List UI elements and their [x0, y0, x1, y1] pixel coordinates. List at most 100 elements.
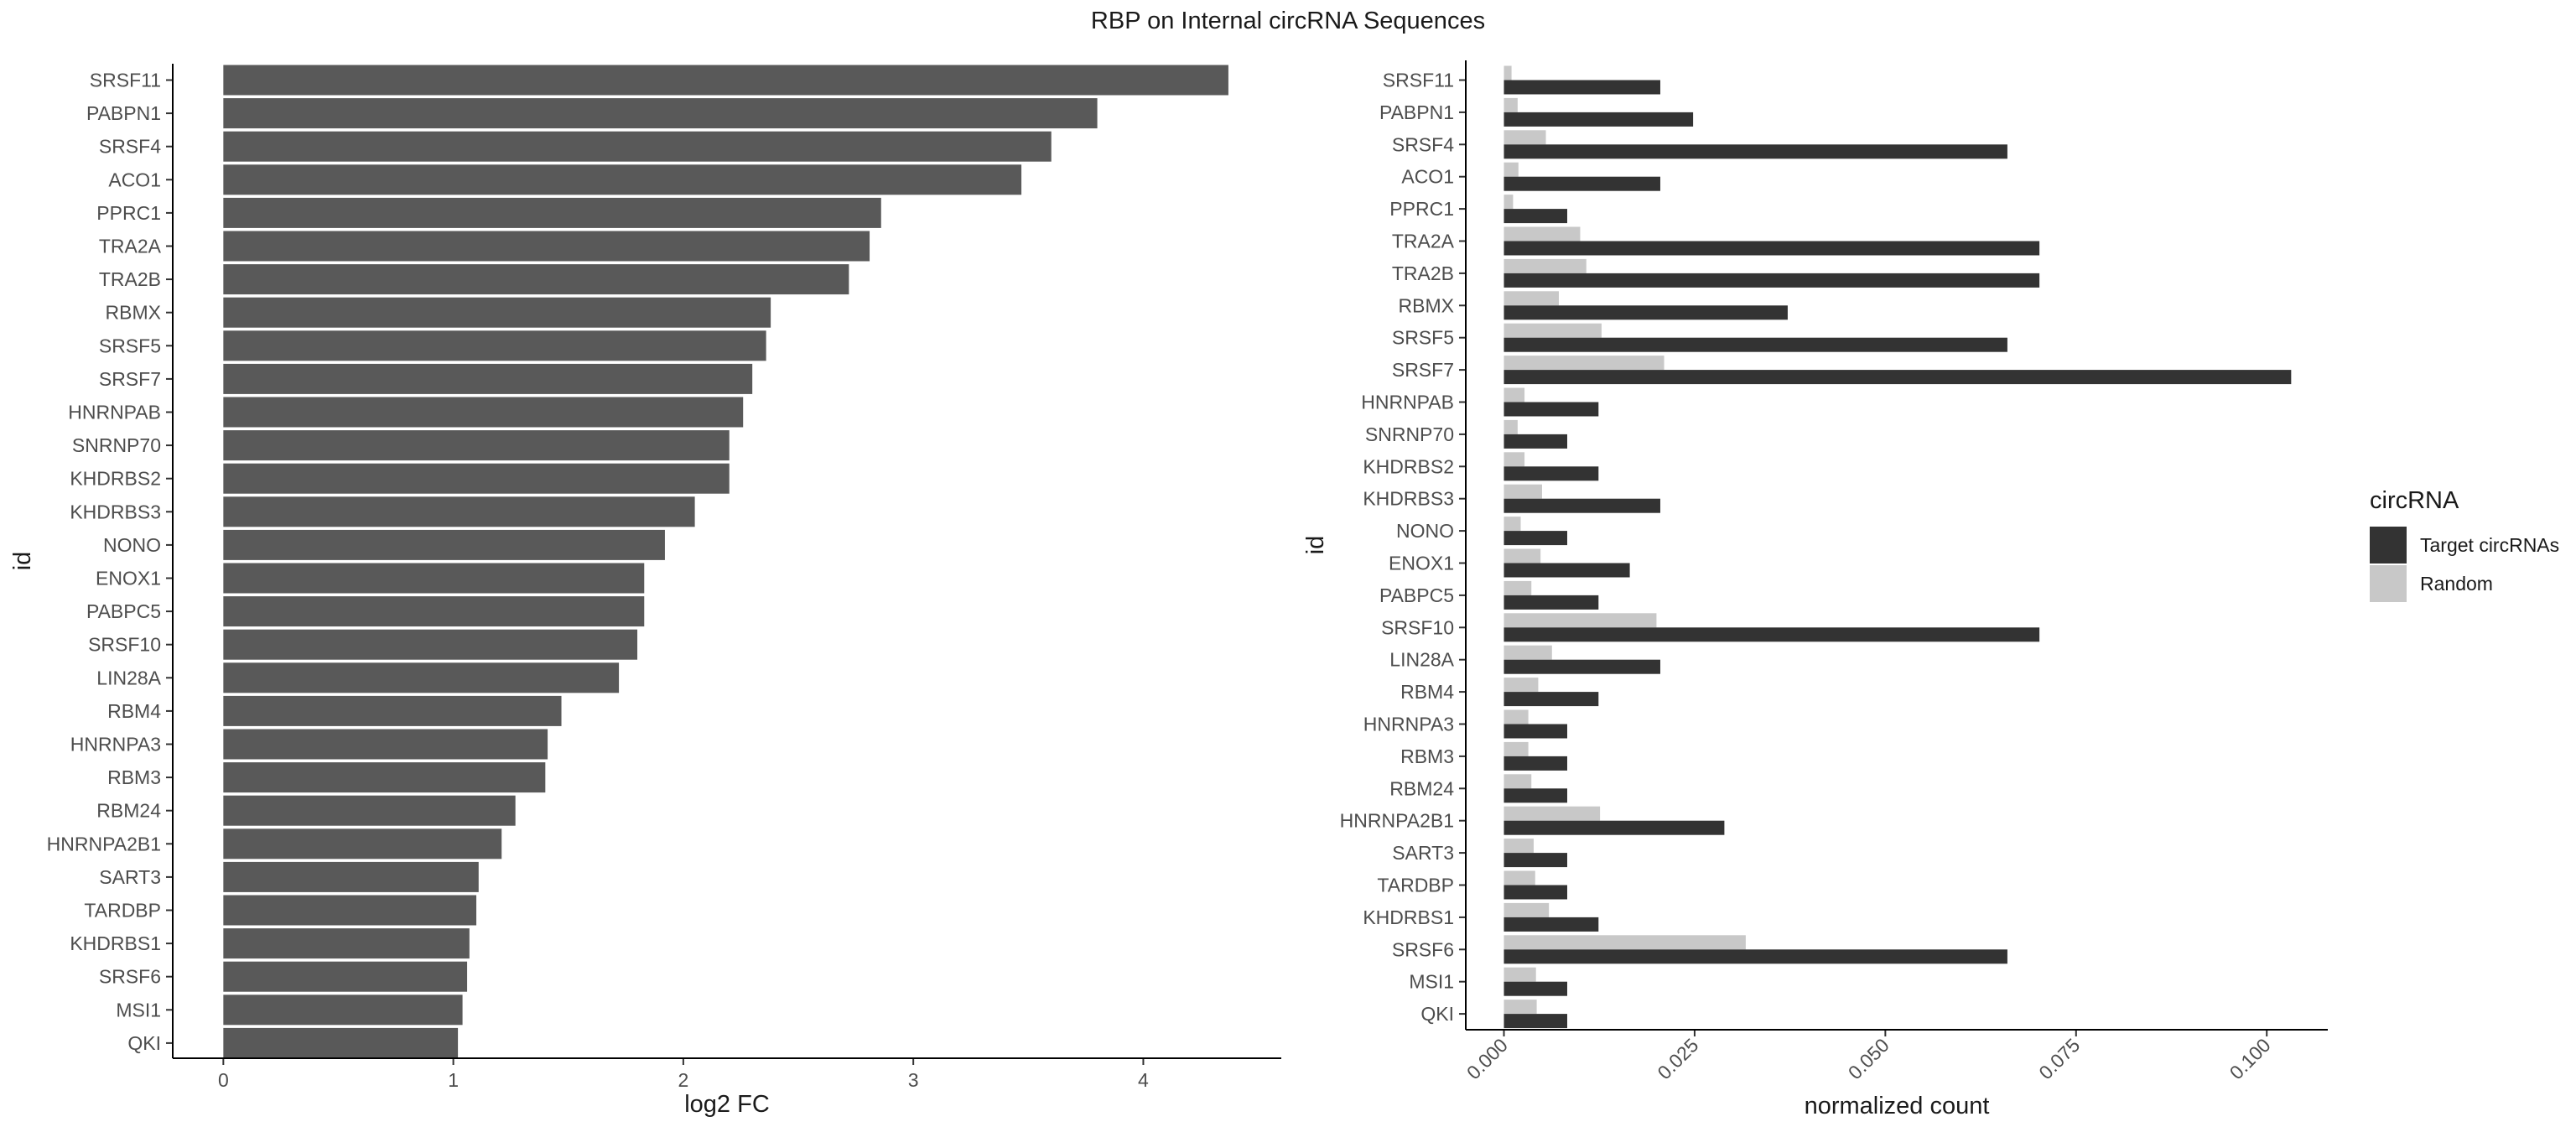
left-x-tick-label: 1: [448, 1069, 459, 1091]
bar-random-rbm24: [1504, 774, 1532, 789]
right-y-tick-label: SRSF11: [1383, 70, 1454, 91]
legend-swatch-target-circrnas: [2370, 527, 2407, 564]
bar-log2fc-hnrnpab: [223, 397, 744, 428]
legend-label: Random: [2420, 573, 2493, 595]
log2fc-bar-chart: SRSF11 PABPN1 SRSF4 ACO1 PPRC1 TRA2A TRA2B RBMX…: [9, 64, 1281, 1118]
bar-target-pprc1: [1504, 209, 1567, 224]
bar-target-nono: [1504, 531, 1567, 546]
bar-random-srsf5: [1504, 323, 1602, 338]
bar-log2fc-pabpc5: [223, 596, 645, 627]
left-x-tick-label: 4: [1138, 1069, 1149, 1091]
bar-log2fc-enox1: [223, 563, 645, 594]
right-y-axis-title: id: [1302, 536, 1329, 555]
bar-random-nono: [1504, 517, 1521, 532]
left-y-tick-label: TRA2B: [99, 268, 161, 290]
right-y-tick-label: PABPC5: [1379, 584, 1454, 606]
bar-target-snrnp70: [1504, 434, 1567, 449]
bar-target-hnrnpa3: [1504, 724, 1567, 739]
left-y-tick-label: SRSF5: [99, 335, 161, 356]
bar-random-pprc1: [1504, 195, 1514, 210]
right-x-tick-labels: 0.000 0.025 0.050 0.075 0.100: [1462, 1030, 2275, 1083]
bar-random-snrnp70: [1504, 419, 1518, 434]
left-x-tick-label: 2: [678, 1069, 688, 1091]
bar-log2fc-msi1: [223, 995, 463, 1026]
bar-random-srsf7: [1504, 356, 1665, 371]
legend-swatch-random: [2370, 565, 2407, 602]
left-y-tick-label: HNRNPA3: [70, 734, 161, 756]
bar-target-srsf6: [1504, 949, 2007, 964]
bar-target-rbm24: [1504, 788, 1567, 803]
right-y-tick-label: MSI1: [1409, 971, 1454, 993]
bar-target-tra2b: [1504, 273, 2040, 288]
left-y-tick-label: KHDRBS1: [70, 932, 161, 954]
bar-target-rbm3: [1504, 756, 1567, 771]
legend-items: Target circRNAs Random: [2370, 527, 2559, 602]
bar-log2fc-rbm3: [223, 762, 546, 793]
right-y-tick-label: SRSF6: [1392, 938, 1454, 960]
bar-target-khdrbs2: [1504, 466, 1599, 481]
left-y-tick-label: RBM24: [96, 800, 161, 822]
bar-log2fc-srsf6: [223, 961, 468, 992]
bar-random-qki: [1504, 1000, 1537, 1015]
bar-log2fc-khdrbs2: [223, 463, 730, 494]
right-y-tick-label: RBM3: [1400, 745, 1454, 767]
bar-log2fc-rbmx: [223, 297, 771, 328]
chart-title: RBP on Internal circRNA Sequences: [1091, 8, 1485, 34]
bar-log2fc-hnrnpa3: [223, 729, 548, 760]
bar-target-khdrbs1: [1504, 917, 1599, 932]
right-y-tick-label: NONO: [1396, 520, 1454, 542]
right-x-tick-label: 0.000: [1462, 1034, 1512, 1083]
left-y-tick-label: RBM4: [107, 700, 161, 722]
right-x-axis-title: normalized count: [1805, 1093, 1990, 1119]
bar-log2fc-aco1: [223, 164, 1022, 195]
legend-title: circRNA: [2370, 487, 2459, 514]
left-y-tick-label: KHDRBS3: [70, 501, 161, 522]
left-y-tick-label: MSI1: [116, 999, 161, 1021]
bar-random-khdrbs3: [1504, 484, 1542, 499]
right-y-tick-label: ACO1: [1401, 166, 1454, 188]
right-y-tick-label: QKI: [1420, 1003, 1454, 1025]
left-x-tick-label: 0: [218, 1069, 229, 1091]
right-y-tick-label: ENOX1: [1389, 553, 1454, 574]
right-y-tick-label: RBM24: [1389, 777, 1454, 799]
normalized-count-bars: [1504, 65, 2292, 1029]
left-y-tick-label: SRSF11: [90, 70, 161, 91]
left-y-tick-label: TARDBP: [84, 900, 161, 922]
right-y-tick-label: HNRNPA3: [1363, 714, 1454, 735]
right-x-tick-label: 0.075: [2034, 1034, 2084, 1083]
left-y-tick-label: RBMX: [106, 302, 161, 324]
bar-target-lin28a: [1504, 659, 1660, 674]
right-x-tick-label: 0.100: [2225, 1034, 2275, 1083]
bar-log2fc-sart3: [223, 861, 479, 892]
bar-log2fc-rbm4: [223, 695, 562, 726]
legend-label: Target circRNAs: [2420, 534, 2559, 556]
bar-random-srsf11: [1504, 65, 1512, 80]
bar-random-msi1: [1504, 967, 1536, 982]
right-y-tick-label: TARDBP: [1377, 875, 1454, 896]
right-y-tick-label: RBM4: [1400, 681, 1454, 703]
bar-log2fc-khdrbs3: [223, 496, 695, 527]
left-x-tick-label: 3: [908, 1069, 919, 1091]
bar-log2fc-lin28a: [223, 662, 620, 693]
right-y-tick-label: SART3: [1392, 842, 1454, 864]
bar-random-rbm3: [1504, 741, 1529, 756]
right-y-tick-label: PPRC1: [1389, 198, 1454, 220]
bar-target-rbm4: [1504, 692, 1599, 707]
bar-random-tra2b: [1504, 258, 1587, 273]
left-y-tick-label: PPRC1: [96, 202, 161, 224]
bar-log2fc-srsf11: [223, 65, 1228, 96]
bar-target-qki: [1504, 1014, 1567, 1029]
right-y-tick-label: KHDRBS2: [1363, 455, 1454, 477]
left-y-tick-label: HNRNPA2B1: [47, 833, 161, 854]
left-x-tick-labels: 0 1 2 3 4: [218, 1058, 1149, 1091]
bar-target-rbmx: [1504, 305, 1788, 320]
bar-target-msi1: [1504, 981, 1567, 996]
bar-random-aco1: [1504, 162, 1519, 177]
bar-log2fc-tra2b: [223, 264, 849, 295]
left-y-tick-label: NONO: [103, 534, 161, 556]
bar-target-enox1: [1504, 563, 1630, 578]
bar-random-pabpc5: [1504, 580, 1532, 595]
left-y-tick-label: SART3: [99, 866, 161, 888]
right-y-tick-label: SNRNP70: [1365, 423, 1454, 445]
legend: circRNA Target circRNAs Random: [2370, 487, 2559, 602]
